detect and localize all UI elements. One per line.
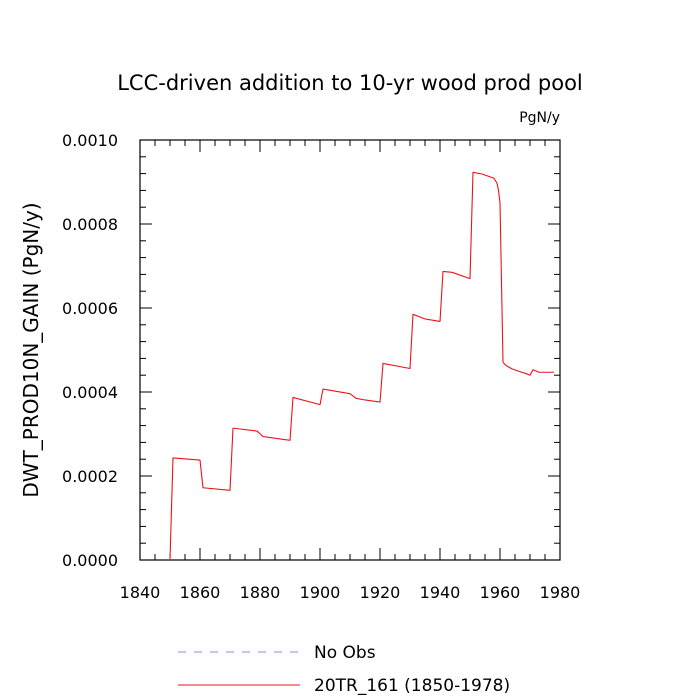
series-line-1 [169, 171, 554, 561]
x-tick-label: 1920 [360, 583, 401, 602]
chart-title: LCC-driven addition to 10-yr wood prod p… [117, 71, 583, 95]
y-tick-label: 0.0010 [62, 131, 118, 150]
y-axis-label: DWT_PROD10N_GAIN (PgN/y) [19, 202, 43, 497]
x-tick-label: 1960 [480, 583, 521, 602]
x-tick-label: 1880 [240, 583, 281, 602]
y-tick-label: 0.0006 [62, 299, 118, 318]
y-tick-label: 0.0008 [62, 215, 118, 234]
legend: No Obs 20TR_161 (1850-1978) [178, 643, 510, 696]
x-axis: 1840 1860 1880 1900 1920 1940 1960 1980 [120, 140, 581, 602]
x-tick-label: 1900 [300, 583, 341, 602]
x-tick-label: 1980 [540, 583, 581, 602]
plot-frame [139, 139, 561, 561]
y-tick-label: 0.0004 [62, 383, 118, 402]
units-label: PgN/y [519, 110, 560, 126]
x-tick-label: 1860 [180, 583, 221, 602]
y-tick-label: 0.0002 [62, 467, 118, 486]
x-tick-label: 1840 [120, 583, 161, 602]
y-tick-label: 0.0000 [62, 551, 118, 570]
y-axis: 0.0000 0.0002 0.0004 0.0006 0.0008 0.0010 [62, 131, 560, 570]
legend-label-20tr161: 20TR_161 (1850-1978) [314, 676, 510, 696]
series-layer [169, 171, 554, 561]
legend-label-no-obs: No Obs [314, 643, 376, 663]
x-tick-label: 1940 [420, 583, 461, 602]
